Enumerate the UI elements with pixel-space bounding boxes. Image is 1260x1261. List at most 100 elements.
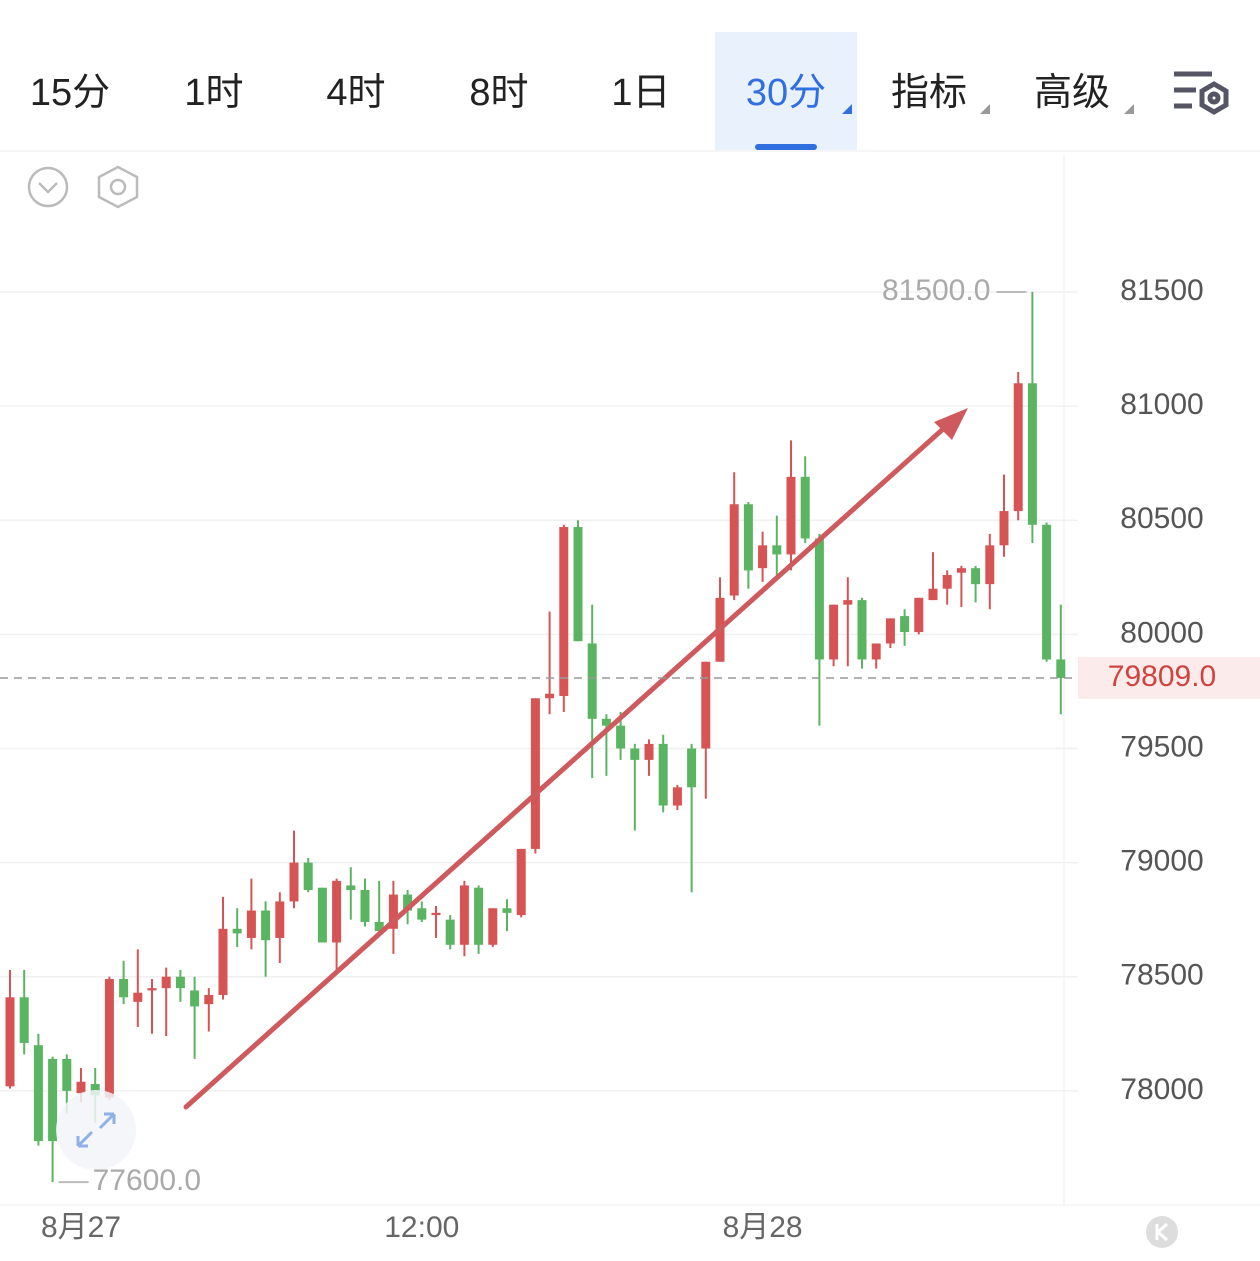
x-tick-label: 12:00 xyxy=(384,1211,459,1244)
candle-body xyxy=(76,1081,86,1094)
candle-body xyxy=(474,887,484,945)
x-tick-label: 8月27 xyxy=(41,1211,121,1244)
k-icon xyxy=(1155,1222,1168,1242)
candle-body xyxy=(999,511,1009,546)
candle-body xyxy=(672,787,682,806)
candle-body xyxy=(1027,383,1037,525)
candle-body xyxy=(488,908,498,945)
candle-body xyxy=(218,928,228,995)
settings-hex-dot xyxy=(109,178,127,196)
candle-body xyxy=(942,575,952,589)
candle-body xyxy=(275,901,285,938)
candle-body xyxy=(928,588,938,601)
candle-body xyxy=(1042,524,1052,660)
candle-body xyxy=(658,743,668,806)
collapse-icon[interactable] xyxy=(27,166,69,208)
candle-body xyxy=(871,643,881,660)
candle-body xyxy=(885,618,895,644)
candle-body xyxy=(90,1084,100,1096)
candle-body xyxy=(729,504,739,596)
candle-body xyxy=(1013,383,1023,512)
candle-body xyxy=(104,979,114,1098)
candle-body xyxy=(814,538,824,660)
candle-body xyxy=(147,988,157,991)
candle-body xyxy=(48,1058,58,1142)
candle-body xyxy=(914,597,924,633)
candle-body xyxy=(587,643,597,719)
candle-body xyxy=(119,979,129,998)
candle-body xyxy=(644,743,654,760)
candle-body xyxy=(62,1058,72,1091)
candle-body xyxy=(601,718,611,726)
candle-body xyxy=(800,476,810,539)
candle-body xyxy=(33,1045,43,1142)
candle-body xyxy=(19,997,29,1043)
candle-body xyxy=(502,908,512,913)
y-tick-label: 78000 xyxy=(1120,1073,1203,1106)
expand-button[interactable] xyxy=(56,1090,136,1170)
tab[interactable]: 15分 xyxy=(30,72,110,114)
candle-body xyxy=(403,894,413,911)
last-price-box xyxy=(1078,656,1260,699)
candle-body xyxy=(317,887,327,943)
expand-icon xyxy=(76,1112,116,1148)
plot xyxy=(0,291,1078,1183)
candle-body xyxy=(971,568,981,585)
y-tick-label: 81500 xyxy=(1120,274,1203,307)
candle-body xyxy=(772,545,782,555)
high-marker-label: 81500.0 xyxy=(882,274,990,307)
settings-icon[interactable] xyxy=(1174,71,1229,115)
collapse-chevron xyxy=(38,182,58,194)
candle-body xyxy=(900,616,910,633)
tab[interactable]: 1时 xyxy=(184,72,243,114)
tab[interactable]: 1日 xyxy=(611,72,670,114)
candle-body xyxy=(857,600,867,660)
candle-body xyxy=(573,527,583,642)
candle-body xyxy=(516,848,526,916)
candle-body xyxy=(360,890,370,922)
candle-body xyxy=(346,885,356,890)
candle-body xyxy=(5,997,15,1087)
candle-body xyxy=(758,545,768,569)
candle-body xyxy=(956,568,966,573)
candle-body xyxy=(687,748,697,788)
candle-body xyxy=(332,880,342,943)
y-tick-label: 80500 xyxy=(1120,502,1203,535)
y-tick-label: 79000 xyxy=(1120,845,1203,878)
trend-arrow xyxy=(183,408,968,1110)
candle-body xyxy=(985,545,995,585)
tab[interactable]: 高级 xyxy=(1034,72,1110,114)
candle-body xyxy=(204,995,214,1005)
y-tick-label: 80000 xyxy=(1120,616,1203,649)
last-price-label: 79809.0 xyxy=(1108,660,1216,693)
active-tab-underline xyxy=(755,144,817,150)
tab[interactable]: 30分 xyxy=(746,72,826,114)
candle-body xyxy=(388,894,398,929)
x-tick-label: 8月28 xyxy=(723,1211,803,1244)
y-tick-label: 78500 xyxy=(1120,959,1203,992)
candle-body xyxy=(829,604,839,660)
y-tick-label: 79500 xyxy=(1120,730,1203,763)
dropdown-caret xyxy=(842,104,852,114)
candle-body xyxy=(786,476,796,555)
candle-body xyxy=(374,921,384,932)
candle-body xyxy=(417,908,427,920)
settings-hex-icon[interactable] xyxy=(97,165,139,209)
tab[interactable]: 4时 xyxy=(326,72,385,114)
candle-body xyxy=(630,748,640,760)
dropdown-caret xyxy=(1124,104,1134,114)
candle-body xyxy=(133,992,143,1002)
candle-body xyxy=(559,527,569,696)
candle-body xyxy=(843,600,853,605)
candle-body xyxy=(261,910,271,941)
tab[interactable]: 8时 xyxy=(469,72,528,114)
candle-body xyxy=(530,698,540,849)
candle-body xyxy=(1056,659,1066,678)
candle-body xyxy=(701,661,711,749)
tab[interactable]: 指标 xyxy=(891,72,967,114)
candle-body xyxy=(303,862,313,890)
k-button[interactable] xyxy=(1146,1216,1178,1248)
candle-body xyxy=(190,990,200,1007)
